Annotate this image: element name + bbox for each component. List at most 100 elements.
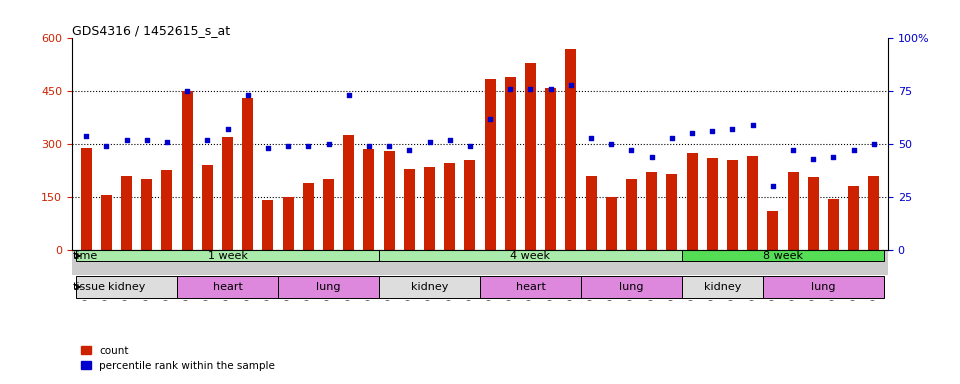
Point — [503, 86, 518, 92]
Point — [462, 143, 477, 149]
Point — [785, 147, 801, 154]
Point — [684, 131, 700, 137]
Point — [765, 183, 780, 189]
Bar — [807, 177, 819, 250]
Bar — [363, 149, 374, 250]
Bar — [787, 172, 799, 250]
Bar — [586, 176, 597, 250]
Bar — [763, 276, 884, 298]
Bar — [379, 250, 682, 262]
Text: 1 week: 1 week — [207, 251, 248, 261]
Bar — [181, 91, 193, 250]
Point — [79, 132, 94, 139]
Point — [442, 137, 457, 143]
Bar — [565, 49, 576, 250]
Text: 4 week: 4 week — [511, 251, 550, 261]
Bar — [545, 88, 556, 250]
Bar — [76, 250, 379, 262]
Text: GDS4316 / 1452615_s_at: GDS4316 / 1452615_s_at — [72, 24, 230, 37]
Bar — [727, 160, 738, 250]
Bar — [81, 147, 92, 250]
Bar — [302, 183, 314, 250]
Point — [604, 141, 619, 147]
Bar — [682, 276, 763, 298]
Point — [321, 141, 336, 147]
Bar — [141, 179, 153, 250]
Bar — [121, 176, 132, 250]
Text: heart: heart — [212, 282, 243, 292]
Point — [564, 82, 579, 88]
Point — [543, 86, 559, 92]
Bar — [505, 77, 516, 250]
Point — [99, 143, 114, 149]
Text: kidney: kidney — [411, 282, 448, 292]
Bar — [424, 167, 435, 250]
Bar — [76, 276, 177, 298]
Text: heart: heart — [516, 282, 545, 292]
Bar — [485, 79, 495, 250]
Legend: count, percentile rank within the sample: count, percentile rank within the sample — [77, 341, 279, 375]
Text: kidney: kidney — [704, 282, 741, 292]
Bar — [323, 179, 334, 250]
Bar — [626, 179, 637, 250]
Point — [180, 88, 195, 94]
Bar — [868, 176, 879, 250]
Point — [523, 86, 539, 92]
Bar — [384, 151, 395, 250]
Point — [866, 141, 881, 147]
Bar — [222, 137, 233, 250]
Bar — [101, 195, 112, 250]
Bar — [707, 158, 718, 250]
Point — [381, 143, 396, 149]
Point — [119, 137, 134, 143]
Bar — [202, 165, 213, 250]
Point — [745, 122, 760, 128]
Bar — [747, 156, 758, 250]
Point — [664, 135, 680, 141]
Point — [805, 156, 821, 162]
Bar — [343, 135, 354, 250]
Bar — [282, 197, 294, 250]
Point — [361, 143, 376, 149]
Text: lung: lung — [619, 282, 644, 292]
Text: 8 week: 8 week — [763, 251, 803, 261]
Bar — [480, 276, 581, 298]
Bar — [686, 153, 698, 250]
Point — [725, 126, 740, 132]
Bar — [828, 199, 839, 250]
Point — [584, 135, 599, 141]
Bar — [581, 276, 682, 298]
Text: lung: lung — [316, 282, 341, 292]
Bar — [666, 174, 678, 250]
Point — [280, 143, 296, 149]
Bar — [767, 211, 779, 250]
Point — [421, 139, 437, 145]
Point — [705, 128, 720, 134]
Bar — [404, 169, 415, 250]
Bar — [682, 250, 884, 262]
Point — [220, 126, 235, 132]
Point — [483, 116, 498, 122]
Bar — [177, 276, 278, 298]
Point — [200, 137, 215, 143]
Bar — [465, 160, 475, 250]
Bar — [379, 276, 480, 298]
Point — [624, 147, 639, 154]
Text: kidney: kidney — [108, 282, 145, 292]
Bar — [278, 276, 379, 298]
Text: time: time — [73, 251, 98, 261]
Bar — [606, 197, 617, 250]
Point — [644, 154, 660, 160]
Point — [401, 147, 417, 154]
Bar — [262, 200, 274, 250]
Point — [300, 143, 316, 149]
Bar — [525, 63, 536, 250]
Bar — [242, 98, 253, 250]
Point — [846, 147, 861, 154]
Point — [159, 139, 175, 145]
Text: lung: lung — [811, 282, 835, 292]
Point — [260, 145, 276, 151]
Bar — [444, 163, 455, 250]
Point — [826, 154, 841, 160]
Point — [139, 137, 155, 143]
